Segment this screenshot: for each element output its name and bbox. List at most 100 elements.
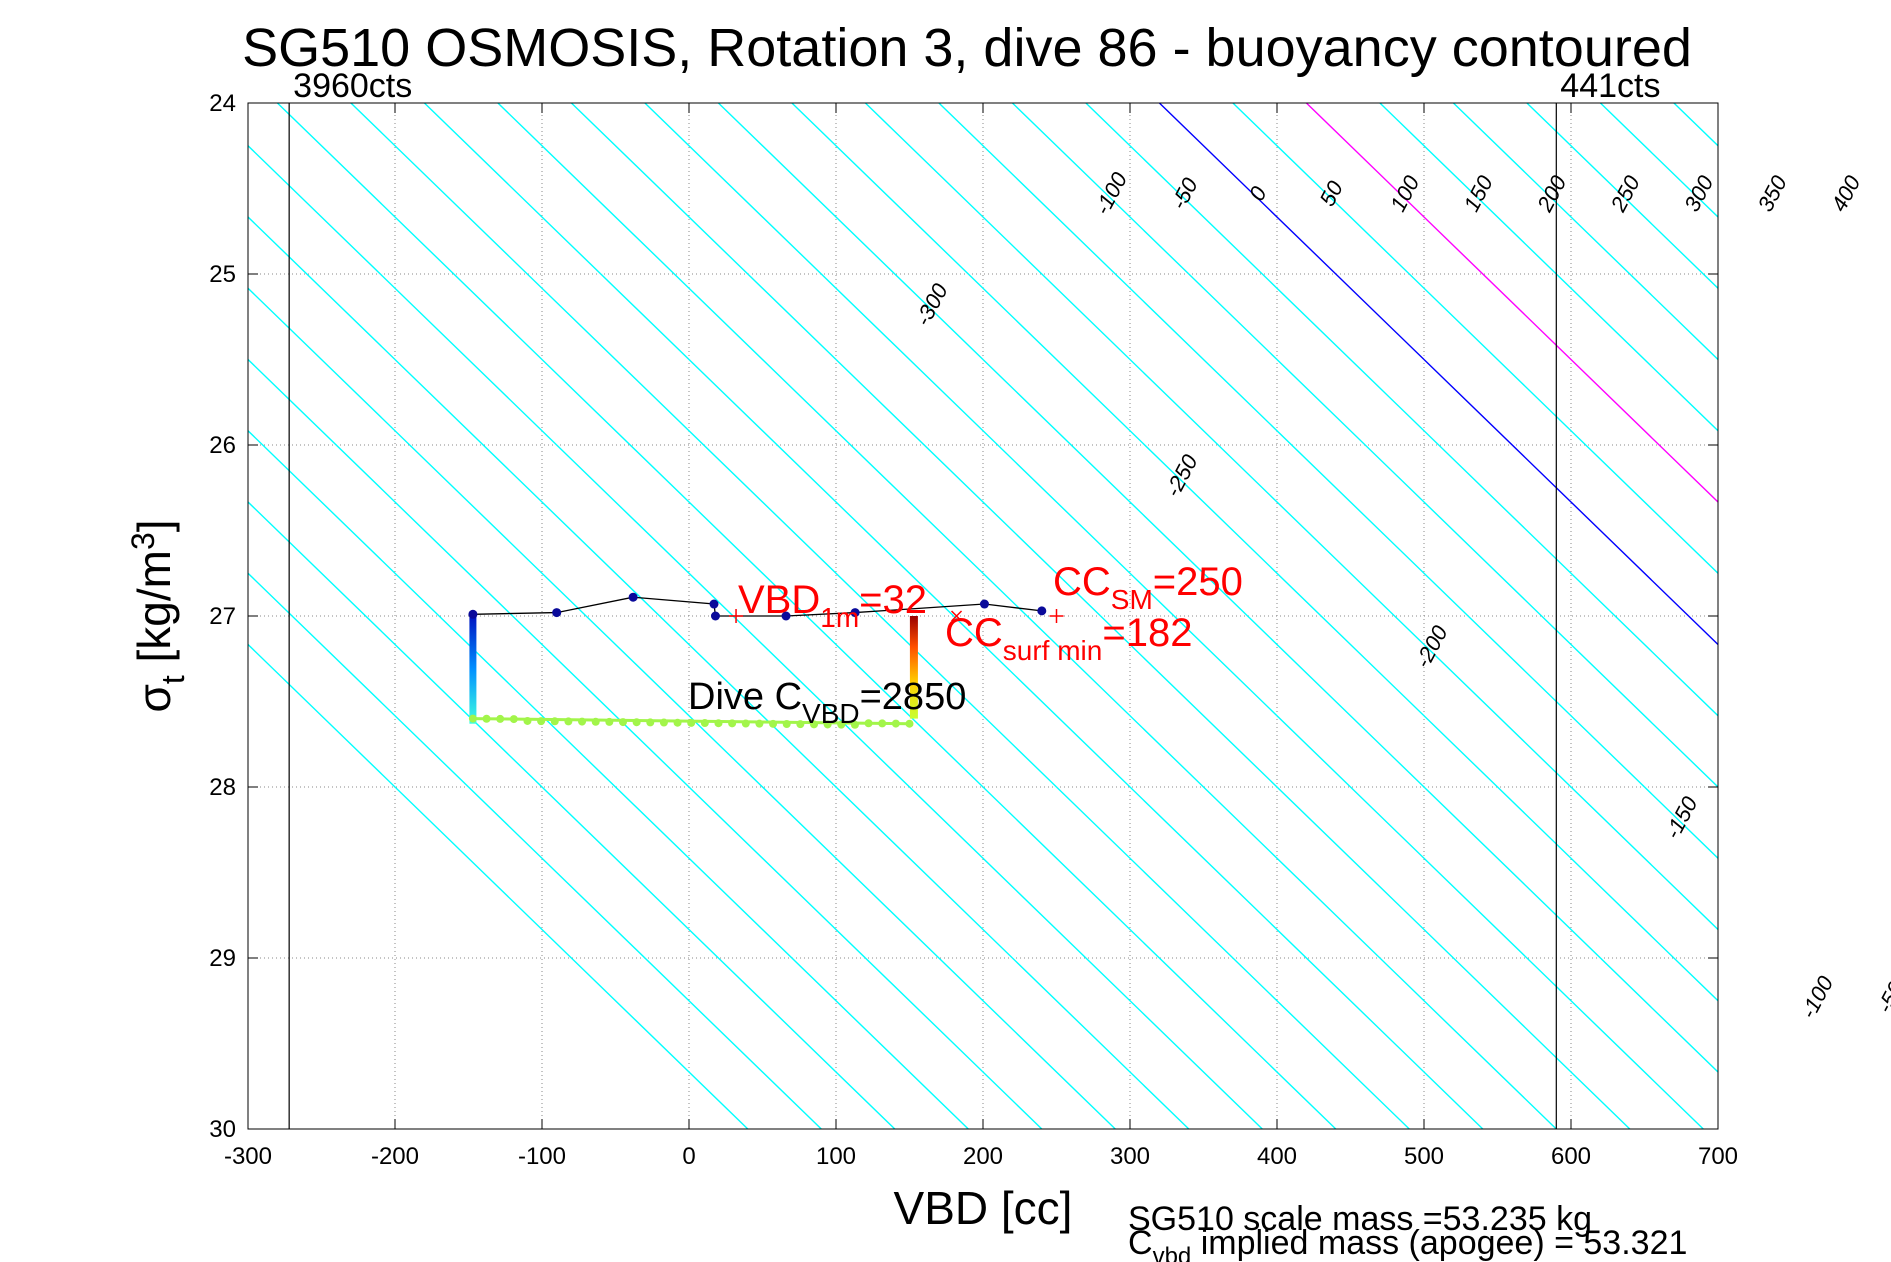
apogee-point: [741, 719, 750, 728]
x-tick-label: 0: [682, 1143, 695, 1170]
contour-label-left: -300: [910, 279, 953, 330]
apogee-point: [796, 720, 805, 729]
apogee-point: [850, 720, 859, 729]
apogee-point: [673, 718, 682, 727]
contour-line: [864, 103, 1718, 931]
contour-line: [717, 103, 1718, 1073]
apogee-point: [550, 717, 559, 726]
x-tick-label: 500: [1404, 1143, 1444, 1170]
y-axis-label-close: ]: [128, 519, 180, 532]
contour-line: [1599, 103, 1718, 218]
surface-point: [1037, 606, 1047, 616]
annotation-cc-sm-val: =250: [1153, 560, 1243, 604]
contour-line: [1305, 103, 1718, 503]
contour-line: [1011, 103, 1718, 788]
y-tick-label: 26: [209, 432, 236, 459]
apogee-point: [618, 718, 627, 727]
dive-series: [468, 592, 1064, 729]
contour-label-top: 300: [1679, 171, 1719, 216]
footer-implied-mass-rest: implied mass (apogee) = 53.321: [1191, 1224, 1687, 1262]
apogee-point: [769, 719, 778, 728]
apogee-point: [700, 719, 709, 728]
contour-label-bottom: -100: [1796, 971, 1839, 1022]
contour-line: [248, 287, 1116, 1129]
contour-label-left: -150: [1660, 792, 1703, 843]
surface-point: [781, 611, 791, 621]
chart-title: SG510 OSMOSIS, Rotation 3, dive 86 - buo…: [242, 18, 1692, 78]
contour-line: [644, 103, 1704, 1129]
footer-scale-mass: SG510 scale mass =53.235 kg: [1128, 1200, 1592, 1238]
apogee-point: [509, 715, 518, 724]
apogee-point: [482, 714, 491, 723]
x-tick-label: 400: [1257, 1143, 1297, 1170]
x-tick-label: 700: [1698, 1143, 1738, 1170]
apogee-point: [782, 719, 791, 728]
contour-label-top: 150: [1459, 171, 1499, 216]
apogee-point: [591, 717, 600, 726]
apogee-point: [523, 716, 532, 725]
annotation-cc-surf-main: CC: [945, 611, 1003, 655]
annotation-vbd1m-val: =32: [859, 578, 927, 622]
contour-line: [938, 103, 1718, 860]
contour-line: [248, 216, 1190, 1129]
contour-line: [248, 429, 969, 1129]
surface-point: [709, 599, 719, 609]
contour-line: [1673, 103, 1718, 147]
y-tick-label: 25: [209, 261, 236, 288]
descent-profile: [469, 614, 477, 724]
contour-line: [1452, 103, 1718, 361]
y-axis-label-unit: [kg/m: [128, 550, 180, 675]
apogee-point: [714, 719, 723, 728]
apogee-point: [905, 719, 914, 728]
annotation-dive-cvbd-main: Dive C: [688, 676, 802, 718]
apogee-point: [496, 714, 505, 723]
x-tick-label: -300: [224, 1143, 272, 1170]
contour-label-top: -100: [1089, 168, 1132, 219]
cc-surf-marker: [951, 610, 963, 622]
contour-line: [1232, 103, 1718, 575]
contour-line: [791, 103, 1718, 1002]
annotation-dive-cvbd-val: =2850: [860, 676, 967, 718]
surface-point: [710, 611, 720, 621]
annotation-cc-sm-main: CC: [1053, 560, 1111, 604]
y-axis-label-sub: t: [155, 675, 191, 684]
annotation-vbd1m-sub: 1m: [820, 602, 859, 633]
contour-label-top: -50: [1166, 173, 1203, 213]
apogee-point: [823, 720, 832, 729]
apogee-point: [646, 718, 655, 727]
y-tick-label: 27: [209, 603, 236, 630]
apogee-point: [755, 719, 764, 728]
apogee-point: [809, 720, 818, 729]
surface-point: [552, 608, 562, 618]
annotation-dive-cvbd: Dive CVBD=2850: [688, 676, 966, 729]
annotation-cc-surf: CCsurf min=182: [945, 611, 1192, 666]
contour-line: [248, 501, 896, 1129]
footer-implied-mass-sub: vbd: [1153, 1243, 1192, 1262]
annotation-cc-sm-sub: SM: [1111, 584, 1153, 615]
contour-line: [248, 572, 822, 1129]
contour-label-top: 50: [1315, 176, 1349, 210]
contour-line: [1821, 103, 1891, 1129]
contour-label-top: 200: [1532, 171, 1572, 217]
x-axis-label: VBD [cc]: [894, 1182, 1073, 1234]
apogee-point: [864, 719, 873, 728]
y-tick-label: 28: [209, 774, 236, 801]
grid-lines: [247, 102, 1719, 1130]
apogee-point: [632, 718, 641, 727]
contour-line: [248, 358, 1043, 1129]
x-tick-label: 300: [1110, 1143, 1150, 1170]
contour-label-top: 250: [1605, 171, 1645, 217]
footer-implied-mass: Cvbd implied mass (apogee) = 53.321: [1128, 1224, 1687, 1262]
contour-line: [276, 103, 1337, 1129]
contour-label-left: -250: [1160, 450, 1203, 501]
contour-label-bottom: -50: [1872, 977, 1891, 1017]
surface-point: [628, 592, 638, 602]
apogee-point: [537, 717, 546, 726]
surface-point: [850, 608, 860, 618]
apogee-point: [878, 719, 887, 728]
annotation-dive-cvbd-sub: VBD: [802, 698, 860, 729]
apogee-point: [728, 719, 737, 728]
contour-line: [248, 643, 749, 1129]
x-tick-label: 100: [816, 1143, 856, 1170]
